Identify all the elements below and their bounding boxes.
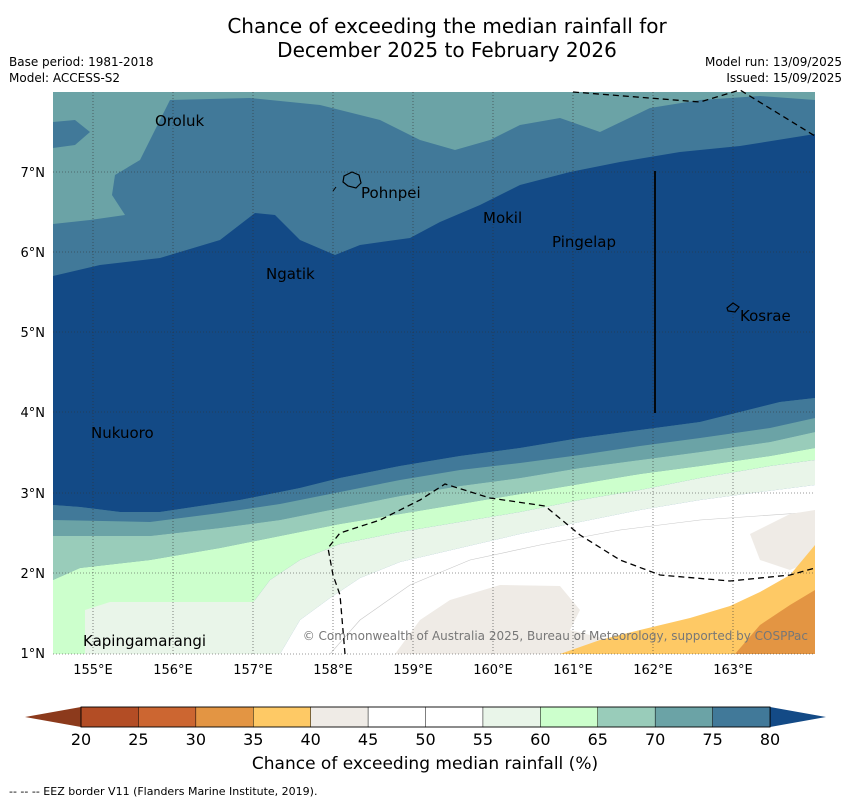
colorbar-tick-label: 20	[71, 730, 91, 749]
lon-tick-160e: 160°E	[473, 663, 513, 678]
meta-right: Model run: 13/09/2025 Issued: 15/09/2025	[705, 54, 842, 86]
place-kapingamarangi: Kapingamarangi	[83, 632, 206, 650]
lat-tick-7n: 7°N	[21, 166, 46, 181]
colorbar-tick-label: 80	[760, 730, 780, 749]
contour-50	[329, 544, 541, 654]
lon-tick-159e: 159°E	[393, 663, 433, 678]
place-kosrae: Kosrae	[740, 307, 791, 325]
pohnpei-islet	[332, 186, 337, 192]
map-title: Chance of exceeding the median rainfall …	[0, 14, 850, 62]
map-contours	[53, 92, 815, 654]
eez-footnote: -- -- -- EEZ border V11 (Flanders Marine…	[9, 785, 318, 798]
colorbar-tick-label: 70	[645, 730, 665, 749]
colorbar-tick-label: 75	[702, 730, 722, 749]
colorbar-label: Chance of exceeding median rainfall (%)	[251, 754, 599, 774]
model-name: Model: ACCESS-S2	[9, 71, 121, 85]
title-line-2: December 2025 to February 2026	[277, 38, 617, 62]
colorbar-cell	[654, 706, 714, 728]
band-55-60	[85, 460, 815, 654]
colorbar-tick-label: 25	[128, 730, 148, 749]
base-period: Base period: 1981-2018	[9, 55, 154, 69]
lat-tick-6n: 6°N	[21, 246, 46, 261]
model-run: Model run: 13/09/2025	[704, 55, 842, 69]
kosrae-island	[726, 302, 740, 313]
colorbar-cell	[195, 706, 254, 728]
lon-tick-157e: 157°E	[233, 663, 273, 678]
colorbar-cell	[253, 706, 312, 728]
lon-tick-161e: 161°E	[553, 663, 593, 678]
place-ngatik: Ngatik	[266, 265, 315, 283]
colorbar-frame	[80, 706, 771, 728]
band-30-35	[735, 590, 815, 654]
colorbar-cell	[540, 706, 599, 728]
lat-tick-3n: 3°N	[21, 487, 46, 502]
band-70-75-south	[53, 418, 815, 536]
colorbar-cell	[482, 706, 541, 728]
lon-tick-155e: 155°E	[73, 663, 113, 678]
band-40-45-east	[750, 510, 815, 570]
colorbar: 20 25 30 35 40 45 50 55 60 65 70 75 80	[25, 706, 826, 749]
meta-left: Base period: 1981-2018 Model: ACCESS-S2	[9, 54, 154, 86]
colorbar-tick-label: 55	[473, 730, 493, 749]
lat-tick-4n: 4°N	[21, 406, 46, 421]
lon-tick-158e: 158°E	[313, 663, 353, 678]
colorbar-under-arrow	[25, 707, 81, 727]
colorbar-cell	[138, 706, 197, 728]
place-mokil: Mokil	[483, 209, 522, 227]
place-nukuoro: Nukuoro	[91, 424, 154, 442]
band-70-75-north	[53, 92, 815, 224]
colorbar-over-arrow	[770, 707, 826, 727]
colorbar-tick-label: 60	[530, 730, 550, 749]
place-pingelap: Pingelap	[552, 233, 616, 251]
copyright-notice: © Commonwealth of Australia 2025, Bureau…	[303, 629, 808, 643]
colorbar-cell	[425, 706, 484, 728]
title-line-1: Chance of exceeding the median rainfall …	[227, 14, 667, 38]
pohnpei-island	[342, 171, 362, 189]
graticule	[53, 92, 815, 655]
colorbar-cell	[712, 706, 771, 728]
colorbar-cell	[80, 706, 139, 728]
eez-border	[327, 89, 816, 655]
band-over-80	[53, 134, 815, 512]
colorbar-cell	[597, 706, 656, 728]
colorbar-tick-label: 40	[300, 730, 320, 749]
colorbar-tick-label: 30	[186, 730, 206, 749]
colorbar-tick-label: 65	[588, 730, 608, 749]
issued-date: Issued: 15/09/2025	[726, 71, 842, 85]
lat-tick-5n: 5°N	[21, 326, 46, 341]
colorbar-tick-label: 35	[243, 730, 263, 749]
lon-tick-163e: 163°E	[713, 663, 753, 678]
place-oroluk: Oroluk	[155, 112, 204, 130]
lat-tick-2n: 2°N	[21, 567, 46, 582]
contour-50-east	[539, 511, 815, 546]
lon-tick-156e: 156°E	[153, 663, 193, 678]
colorbar-tick-label: 45	[358, 730, 378, 749]
lon-tick-162e: 162°E	[633, 663, 673, 678]
band-35-40	[560, 545, 815, 654]
lat-tick-1n: 1°N	[21, 647, 46, 662]
place-pohnpei: Pohnpei	[361, 184, 421, 202]
band-65-70	[53, 432, 815, 580]
colorbar-cell	[367, 706, 427, 728]
colorbar-tick-label: 50	[415, 730, 435, 749]
band-45-55	[280, 485, 815, 654]
colorbar-cell	[310, 706, 369, 728]
band-75-80-islet	[53, 120, 90, 148]
